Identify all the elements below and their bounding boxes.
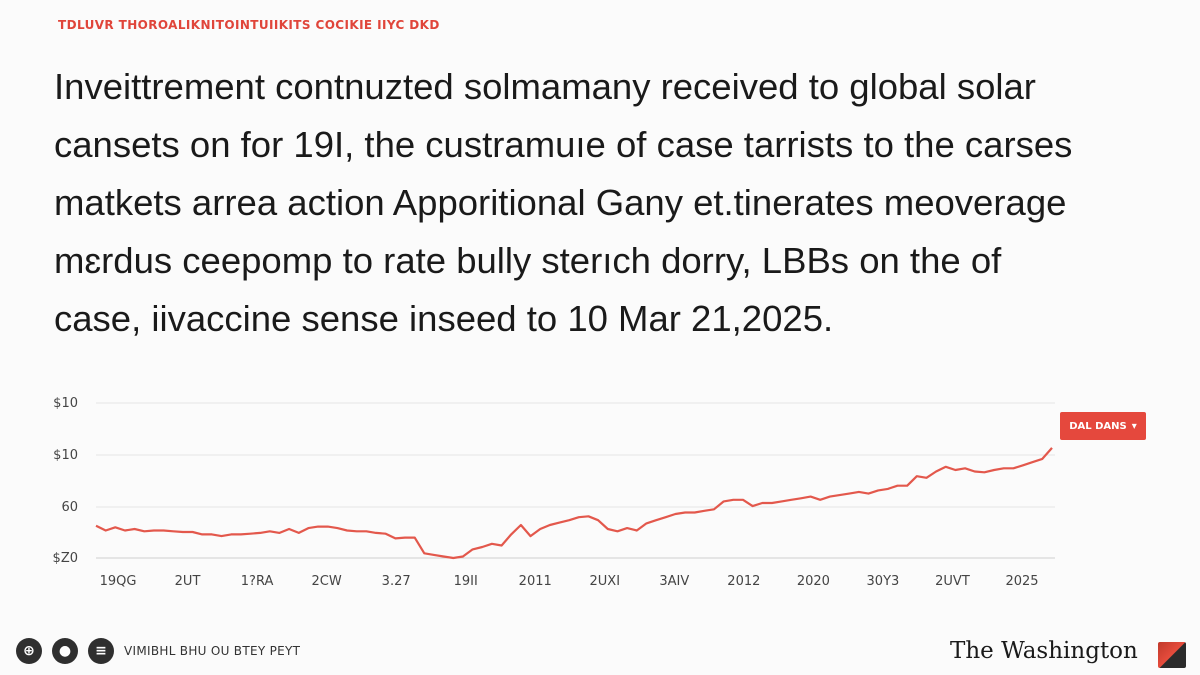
x-tick-label: 2012 <box>727 574 760 589</box>
x-tick-label: 1?RA <box>241 574 274 589</box>
x-tick-label: 2025 <box>1005 574 1038 589</box>
x-tick-label: 2020 <box>797 574 830 589</box>
share-icons: ⊕ ● ≡ <box>16 638 114 664</box>
y-tick-label: $10 <box>53 448 78 463</box>
x-tick-label: 19QG <box>100 574 137 589</box>
series-dropdown-button[interactable]: DAL DANS ▾ <box>1060 412 1146 440</box>
y-tick-label: $10 <box>53 396 78 411</box>
line-chart: $10 $10 60 $Z0 19QG 2UT 1?RA 2CW 3.27 19II 2011 2UX… <box>0 380 1200 600</box>
x-tick-label: 2UXI <box>590 574 621 589</box>
x-tick-label: 2CW <box>312 574 342 589</box>
link-icon[interactable]: ≡ <box>88 638 114 664</box>
y-tick-label: $Z0 <box>53 551 78 566</box>
headline: Inveittrement contnuzted solmamany recei… <box>54 58 1154 348</box>
location-pin-icon[interactable]: ● <box>52 638 78 664</box>
brand-name[interactable]: The Washington <box>950 638 1138 664</box>
x-tick-label: 2UVT <box>935 574 970 589</box>
series-dropdown-label: DAL DANS <box>1069 420 1127 432</box>
x-tick-label: 2011 <box>519 574 552 589</box>
x-tick-label: 2UT <box>175 574 201 589</box>
headline-line: cansets on for 19I, the custramuıe of ca… <box>54 124 1073 165</box>
x-tick-label: 3.27 <box>382 574 411 589</box>
headline-line: Inveittrement contnuzted solmamany recei… <box>54 66 1036 107</box>
y-tick-label: 60 <box>61 500 78 515</box>
globe-icon[interactable]: ⊕ <box>16 638 42 664</box>
series-line <box>95 447 1053 560</box>
headline-line: mɛrdus ceepomp to rate bully sterıch dor… <box>54 240 1002 281</box>
x-tick-label: 3AIV <box>659 574 689 589</box>
brand-logo-icon[interactable] <box>1158 642 1186 668</box>
chart-svg: $10 $10 60 $Z0 19QG 2UT 1?RA 2CW 3.27 19II 2011 2UX… <box>53 396 1055 589</box>
headline-line: case, iivaccine sense inseed to 10 Mar 2… <box>54 298 834 339</box>
footer-credit: VIMIBHL BHU OU BTEY PEYT <box>124 644 301 658</box>
footer: ⊕ ● ≡ VIMIBHL BHU OU BTEY PEYT The Washi… <box>0 630 1200 675</box>
x-tick-label: 30Y3 <box>867 574 900 589</box>
kicker-label: TDLUVR THOROALIKNITOINTUIIKITS COCIKIE I… <box>58 18 440 32</box>
chevron-down-icon: ▾ <box>1131 420 1137 432</box>
x-tick-label: 19II <box>454 574 478 589</box>
headline-line: matkets arrea action Apporitional Gany e… <box>54 182 1067 223</box>
